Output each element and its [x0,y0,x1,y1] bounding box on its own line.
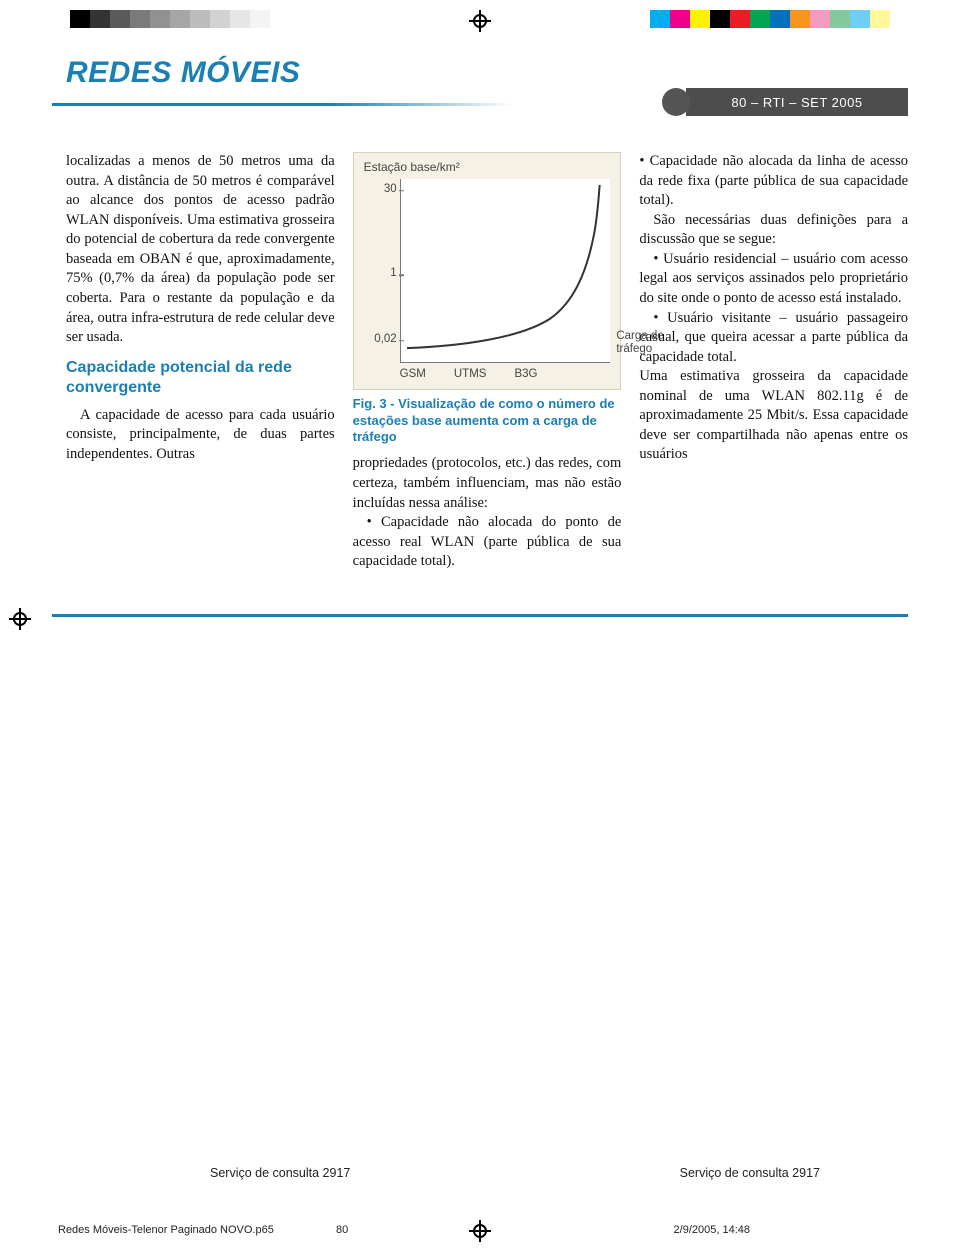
crosshair-left [9,608,31,630]
page-info-box: 80 – RTI – SET 2005 [662,88,908,116]
figure-ytick: 30 [365,182,397,198]
footer-consult-right: Serviço de consulta 2917 [680,1166,820,1180]
gray-swatch [210,10,230,28]
gray-swatch [230,10,250,28]
gray-swatch [70,10,90,28]
color-swatch [850,10,870,28]
color-swatch [670,10,690,28]
footer-consult-left: Serviço de consulta 2917 [210,1166,350,1180]
footer-filename: Redes Móveis-Telenor Paginado NOVO.p65 [58,1224,274,1236]
figure-ylabel: Estação base/km² [364,159,611,175]
color-swatch [870,10,890,28]
color-swatch-strip [650,10,890,28]
col1-subhead: Capacidade potencial da rede convergente [66,358,335,398]
color-swatch [750,10,770,28]
color-swatch [650,10,670,28]
figure-xaxis-label: Carga de tráfego [616,330,676,356]
color-swatch [810,10,830,28]
figure-ytick: 1 [365,267,397,283]
figure-3: Estação base/km² Carga de tráfego 3010,0… [353,152,622,446]
crosshair-top [469,10,491,32]
page-info-label: 80 – RTI – SET 2005 [686,88,908,116]
figure-xtick: UTMS [454,367,487,383]
gray-swatch [130,10,150,28]
color-swatch [710,10,730,28]
gray-swatch [250,10,270,28]
color-swatch [730,10,750,28]
gray-swatch [190,10,210,28]
col3-bullet1: • Capacidade não alocada da linha de ace… [639,152,908,211]
gray-swatch [150,10,170,28]
gray-swatch [110,10,130,28]
col3-bullet3: • Usuário visitante – usuário passageiro… [639,309,908,368]
figure-xticks: GSM UTMS B3G [400,365,611,383]
col2-bullet1: • Capacidade não alocada do ponto de ace… [353,513,622,572]
figure-plot-area: Carga de tráfego 3010,02 [400,179,611,363]
col3-para1: São necessárias duas definições para a d… [639,211,908,250]
section-title: REDES MÓVEIS [52,46,392,90]
figure-xtick: B3G [514,367,537,383]
figure-caption: Fig. 3 - Visualização de como o número d… [353,396,622,447]
col1-para2: A capacidade de acesso para cada usuário… [66,406,335,465]
color-swatch [830,10,850,28]
color-swatch [790,10,810,28]
figure-frame: Estação base/km² Carga de tráfego 3010,0… [353,152,622,390]
figure-ytick: 0,02 [365,332,397,348]
section-header: REDES MÓVEIS [52,46,392,104]
column-3: • Capacidade não alocada da linha de ace… [639,152,908,572]
col3-para2: Uma estimativa grosseira da capacidade n… [639,367,908,465]
color-swatch [690,10,710,28]
gray-swatch-strip [70,10,270,28]
footer-date: 2/9/2005, 14:48 [674,1224,750,1236]
gray-swatch [170,10,190,28]
col1-para1: localizadas a menos de 50 metros uma da … [66,152,335,348]
column-2: Estação base/km² Carga de tráfego 3010,0… [353,152,622,572]
page-info-dot [662,88,690,116]
registration-marks-top [0,10,960,34]
col3-bullet2: • Usuário residencial – usuário com aces… [639,250,908,309]
figure-xtick: GSM [400,367,426,383]
footer-page-number: 80 [336,1224,348,1236]
gray-swatch [90,10,110,28]
col2-para1: propriedades (protocolos, etc.) das rede… [353,454,622,513]
horizontal-rule [52,614,908,617]
figure-curve [401,179,611,362]
article-body: localizadas a menos de 50 metros uma da … [66,152,908,572]
crosshair-bottom [469,1220,491,1242]
color-swatch [770,10,790,28]
column-1: localizadas a menos de 50 metros uma da … [66,152,335,572]
